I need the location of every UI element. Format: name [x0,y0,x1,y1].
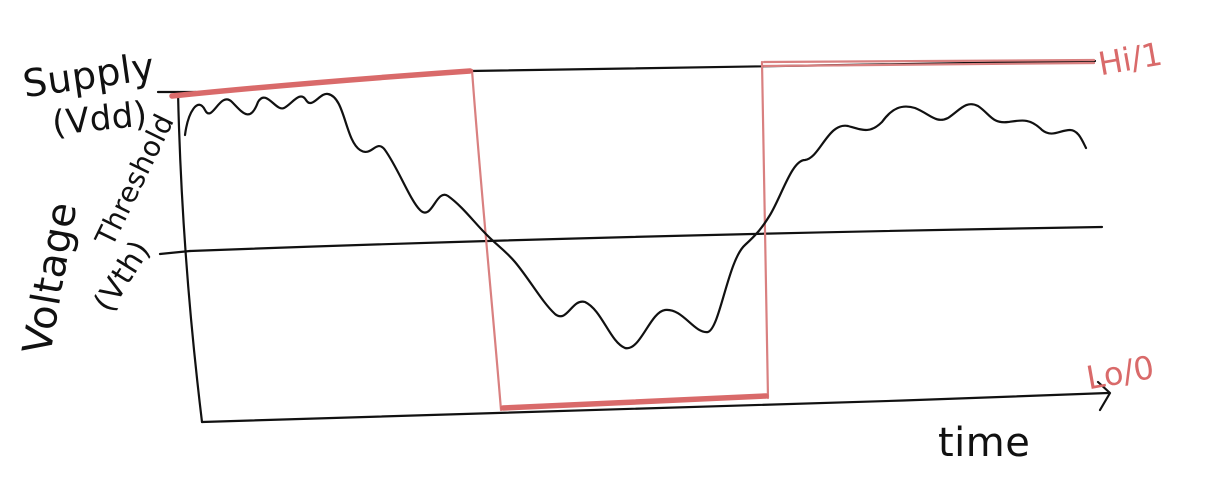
y-axis-label: Voltage [15,199,87,358]
threshold-line [188,225,1104,253]
hi-level-line-top [762,58,1096,64]
y-axis [176,90,204,424]
supply-symbol-label: (Vdd) [50,94,149,144]
hi-region-left-boundary [470,68,503,412]
lo-level-bar [500,393,769,411]
threshold-tick [158,249,192,256]
x-axis-label: time [938,420,1030,466]
threshold-symbol-label: (Vth) [87,234,158,318]
hi-level-bar [169,68,473,99]
signal-waveform [183,92,1088,350]
lo-region-right-boundary [760,60,770,400]
x-axis-arrow-icon [1096,380,1112,412]
hi-level-line [762,61,1096,68]
lo-label: Lo/0 [1083,348,1157,397]
x-axis [200,391,1110,424]
hi-label: Hi/1 [1095,35,1165,84]
